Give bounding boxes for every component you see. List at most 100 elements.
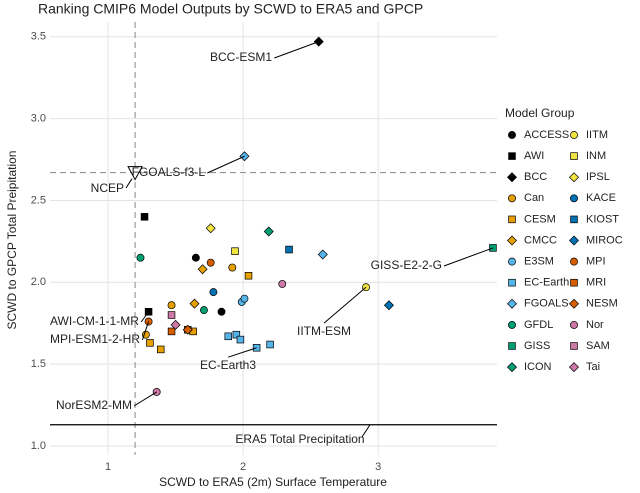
annotation: AWI-CM-1-1-MR: [50, 314, 139, 328]
legend-symbol: [570, 215, 578, 224]
legend-label: MIROC: [586, 234, 623, 246]
legend-symbol: [508, 320, 516, 329]
y-tick-label: 2.5: [31, 194, 46, 206]
legend-symbol: [570, 257, 578, 266]
legend-label: EC-Earth: [524, 277, 569, 289]
point: [140, 213, 149, 221]
y-tick-label: 3.5: [31, 31, 46, 43]
leader-line: [443, 247, 494, 267]
leader-line: [141, 321, 150, 341]
legend-label: KIOST: [586, 213, 619, 225]
legend-label: CMCC: [524, 234, 557, 246]
legend-label: MPI: [586, 256, 606, 268]
annotation: EC-Earth3: [200, 358, 256, 372]
point: [240, 294, 249, 303]
point: [197, 264, 208, 275]
legend-label: NESM: [586, 298, 618, 310]
point: [167, 301, 176, 310]
leader-line: [140, 311, 149, 323]
point: [191, 253, 200, 262]
legend-symbol: [508, 131, 516, 139]
x-tick-label: 2: [240, 461, 246, 473]
legend-label: ACCESS: [524, 129, 569, 141]
point: [244, 271, 253, 280]
chart-title: Ranking CMIP6 Model Outputs by SCWD to E…: [38, 1, 423, 17]
legend-symbol: [569, 172, 579, 183]
legend-symbol: [507, 235, 517, 246]
point: [228, 263, 237, 272]
point: [224, 332, 233, 341]
annotation: NorESM2-MM: [56, 398, 132, 412]
annotation: IITM-ESM: [297, 324, 351, 338]
legend-label: Can: [524, 192, 544, 204]
leader-line: [323, 286, 367, 324]
point: [236, 335, 245, 344]
legend-symbol: [508, 215, 516, 224]
legend-label: IPSL: [586, 171, 610, 183]
legend-symbol: [569, 235, 579, 246]
legend-label: Tai: [586, 361, 600, 373]
point: [285, 245, 293, 254]
annotation: MPI-ESM1-2-HR: [50, 332, 140, 346]
legend-symbol: [570, 152, 578, 160]
legend-label: E3SM: [524, 256, 554, 268]
point: [182, 324, 193, 335]
point: [209, 288, 218, 297]
legend-symbol: [569, 298, 579, 309]
point: [205, 223, 216, 234]
point: [263, 226, 274, 237]
legend-symbol: [507, 362, 517, 373]
legend-symbol: [508, 342, 516, 350]
leader-line: [361, 424, 371, 438]
point: [232, 330, 241, 339]
point: [146, 339, 154, 347]
legend-label: BCC: [524, 171, 547, 183]
x-tick-label: 3: [375, 461, 381, 473]
leader-line: [274, 41, 319, 59]
point: [156, 345, 165, 354]
legend-symbol: [508, 278, 516, 287]
point: [167, 311, 176, 319]
legend-label: GISS: [524, 340, 550, 352]
legend-symbol: [570, 131, 578, 139]
legend-symbol: [507, 298, 517, 309]
leader-line: [133, 391, 157, 407]
annotation: ERA5 Total Precipitation: [235, 432, 364, 446]
leader-line: [228, 347, 257, 358]
x-axis-title: SCWD to ERA5 (2m) Surface Temperature: [159, 475, 387, 489]
legend-label: ICON: [524, 361, 552, 373]
legend-symbol: [507, 172, 517, 183]
annotation: GISS-E2-2-G: [371, 258, 442, 272]
annotation: FGOALS-f3-L: [132, 165, 206, 179]
point: [217, 307, 226, 316]
legend-label: GFDL: [524, 319, 553, 331]
point: [167, 327, 176, 336]
legend-symbol: [508, 257, 516, 266]
y-axis-title: SCWD to GPCP Total Preipitation: [5, 151, 19, 330]
legend-symbol: [570, 194, 578, 203]
point: [317, 249, 328, 260]
legend-symbol: [508, 152, 516, 160]
leader-line: [125, 178, 133, 189]
y-tick-label: 1.0: [31, 440, 46, 452]
annotation: NCEP: [91, 181, 124, 195]
reference-point: [127, 166, 143, 181]
y-tick-label: 3.0: [31, 112, 46, 124]
legend-label: MRI: [586, 277, 606, 289]
legend-label: SAM: [586, 340, 610, 352]
point: [383, 300, 394, 311]
annotation: BCC-ESM1: [210, 50, 272, 64]
legend-label: AWI: [524, 150, 544, 162]
point: [231, 247, 239, 255]
legend-symbol: [570, 278, 578, 287]
legend-symbol: [570, 342, 578, 350]
y-tick-label: 1.5: [31, 358, 46, 370]
legend-symbol: [508, 194, 516, 203]
point: [266, 340, 274, 349]
point: [170, 319, 181, 330]
point: [189, 298, 200, 309]
point: [206, 258, 215, 267]
legend-label: IITM: [586, 129, 608, 141]
